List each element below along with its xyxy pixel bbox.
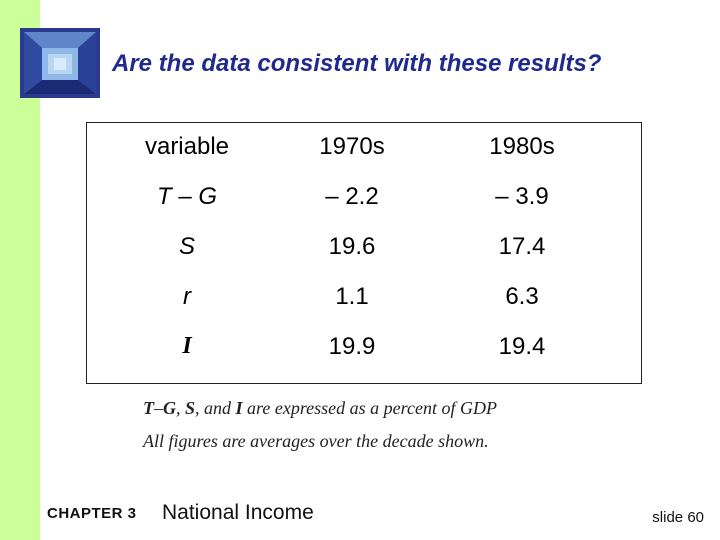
table-cell-value: 17.4 — [498, 233, 546, 260]
table-cell-variable: S — [178, 233, 195, 260]
table-header-variable: variable — [144, 133, 230, 160]
note-averages: All figures are averages over the decade… — [143, 431, 489, 451]
table-cell-variable: T – G — [156, 183, 217, 210]
table-cell-variable: I — [182, 333, 192, 359]
slide-title: Are the data consistent with these resul… — [112, 50, 602, 77]
note-comma: , — [176, 398, 185, 418]
footer-chapter: CHAPTER 3 — [47, 505, 137, 522]
note-var-s: S — [185, 398, 196, 418]
note-var-t: T — [143, 398, 154, 418]
table-cell-value: 1.1 — [335, 283, 369, 310]
table-cell-value: – 2.2 — [325, 183, 379, 210]
note-percent-gdp: T–G, S, and I are expressed as a percent… — [143, 398, 497, 419]
slide-number: slide 60 — [652, 509, 704, 526]
window-logo-icon — [20, 28, 100, 98]
table-header-1970s: 1970s — [319, 133, 385, 160]
table-cell-value: 19.6 — [328, 233, 376, 260]
note-var-i: I — [235, 398, 243, 418]
table-cell-value: 6.3 — [505, 283, 539, 310]
note-and: , and — [195, 398, 236, 418]
table-cell-value: 19.9 — [328, 333, 376, 360]
data-table: variable 1970s 1980s T – G – 2.2 – 3.9 S… — [86, 122, 642, 384]
footer-topic: National Income — [162, 501, 314, 524]
note-dash: – — [154, 398, 163, 418]
table-cell-variable: r — [183, 283, 191, 310]
table-cell-value: 19.4 — [498, 333, 546, 360]
note-var-g: G — [163, 398, 176, 418]
note-rest: are expressed as a percent of GDP — [242, 398, 497, 418]
table-header-1980s: 1980s — [489, 133, 555, 160]
table-cell-value: – 3.9 — [495, 183, 549, 210]
